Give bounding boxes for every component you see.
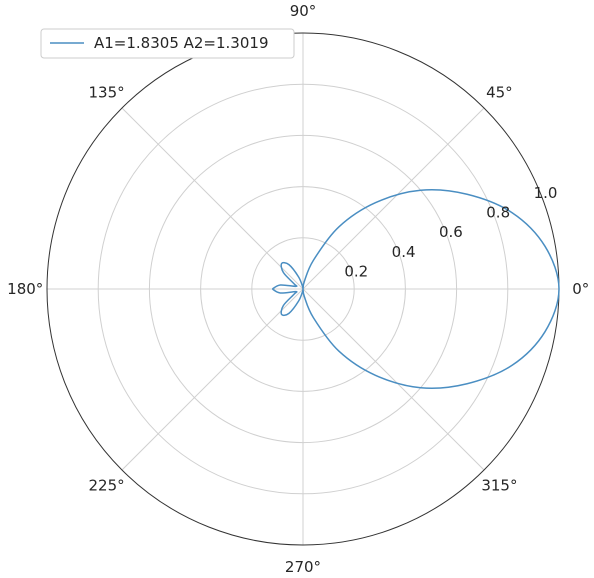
legend-box bbox=[40, 28, 295, 59]
legend-entry-label: A1=1.8305 A2=1.3019 bbox=[94, 34, 269, 52]
angle-tick-label: 180° bbox=[7, 280, 43, 298]
angle-tick-label: 225° bbox=[89, 476, 125, 494]
series-line bbox=[271, 189, 560, 389]
angular-grid bbox=[47, 33, 559, 545]
angle-tick-label: 270° bbox=[285, 558, 321, 576]
angular-grid-line bbox=[302, 288, 485, 471]
radial-tick-label: 0.2 bbox=[344, 262, 368, 280]
radial-tick-labels: 0.2 0.4 0.6 0.8 1.0 bbox=[344, 184, 557, 280]
radial-tick-label: 1.0 bbox=[534, 184, 558, 202]
radial-tick-label: 0.4 bbox=[392, 243, 416, 261]
angle-tick-label: 315° bbox=[481, 476, 517, 494]
series-layer bbox=[271, 189, 560, 389]
legend: A1=1.8305 A2=1.3019 bbox=[40, 28, 295, 59]
angular-grid-line bbox=[121, 288, 304, 471]
angular-grid-line bbox=[302, 107, 485, 290]
angle-tick-label: 45° bbox=[486, 84, 513, 102]
angle-tick-label: 90° bbox=[290, 2, 317, 20]
angle-tick-label: 0° bbox=[572, 280, 589, 298]
angle-tick-labels: 0° 45° 90° 135° 180° 225° 270° 315° bbox=[7, 2, 589, 576]
angular-grid-line bbox=[121, 107, 304, 290]
radial-tick-label: 0.6 bbox=[439, 223, 463, 241]
radial-tick-label: 0.8 bbox=[486, 204, 510, 222]
angle-tick-label: 135° bbox=[89, 84, 125, 102]
